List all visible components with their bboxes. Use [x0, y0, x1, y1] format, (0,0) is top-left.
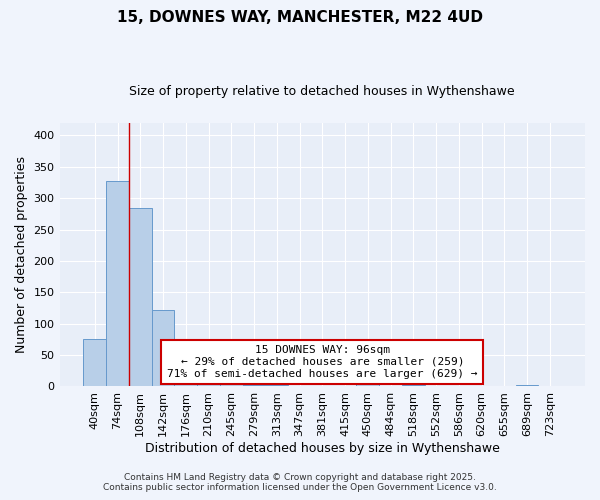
Bar [129, 208, 152, 386]
Bar [106, 180, 129, 386]
Text: 15 DOWNES WAY: 96sqm
← 29% of detached houses are smaller (259)
71% of semi-deta: 15 DOWNES WAY: 96sqm ← 29% of detached h… [167, 346, 478, 378]
Bar [356, 384, 379, 386]
Bar [402, 384, 425, 386]
Text: 15, DOWNES WAY, MANCHESTER, M22 4UD: 15, DOWNES WAY, MANCHESTER, M22 4UD [117, 10, 483, 25]
Title: Size of property relative to detached houses in Wythenshawe: Size of property relative to detached ho… [130, 85, 515, 98]
Bar [242, 384, 265, 386]
Bar [220, 378, 242, 386]
Bar [197, 372, 220, 386]
Text: Contains HM Land Registry data © Crown copyright and database right 2025.
Contai: Contains HM Land Registry data © Crown c… [103, 473, 497, 492]
Y-axis label: Number of detached properties: Number of detached properties [15, 156, 28, 353]
Bar [152, 310, 175, 386]
Bar [515, 384, 538, 386]
Bar [175, 359, 197, 386]
Bar [83, 340, 106, 386]
X-axis label: Distribution of detached houses by size in Wythenshawe: Distribution of detached houses by size … [145, 442, 500, 455]
Bar [265, 385, 288, 386]
